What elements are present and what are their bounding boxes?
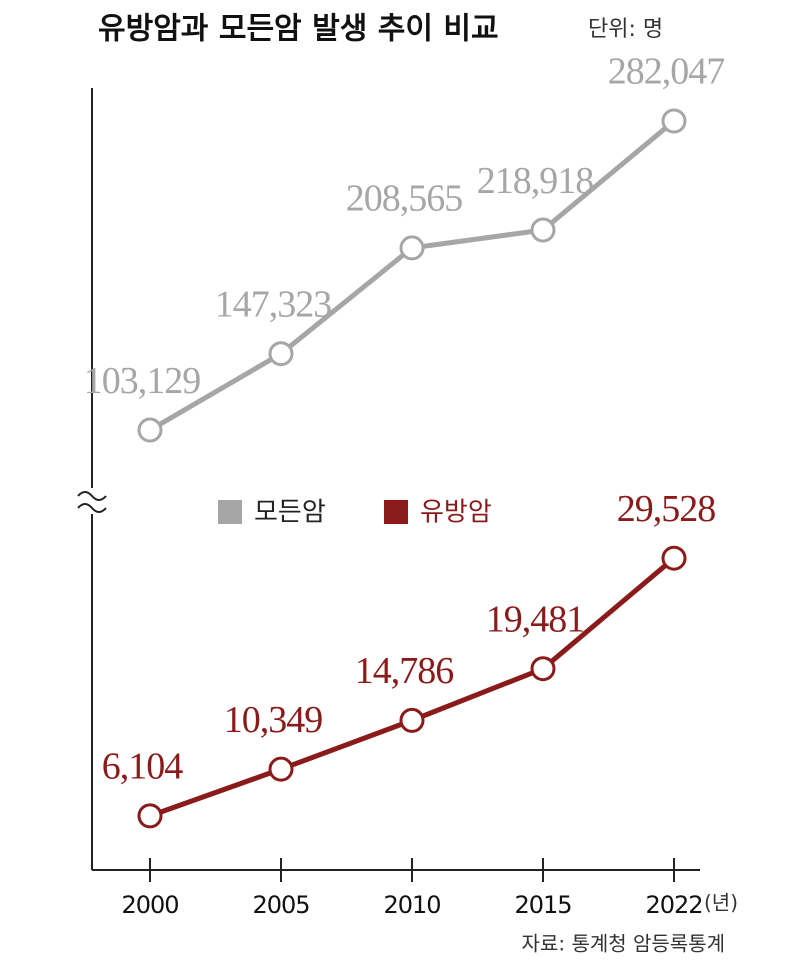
- value-label: 29,528: [617, 488, 716, 530]
- value-label: 10,349: [224, 699, 323, 741]
- source: 자료: 통계청 암등록통계: [522, 932, 725, 956]
- point: [399, 707, 425, 733]
- point: [530, 656, 556, 682]
- legend-swatch: [218, 500, 242, 524]
- x-tick-label: 2000: [121, 891, 178, 919]
- series-line: [148, 119, 676, 433]
- point: [661, 108, 687, 134]
- point: [661, 545, 687, 571]
- axis-break: [77, 491, 107, 513]
- value-label: 6,104: [102, 746, 184, 788]
- point: [268, 756, 294, 782]
- point: [137, 803, 163, 829]
- value-label: 218,918: [477, 160, 594, 202]
- x-tick-label: 2022: [645, 891, 702, 919]
- x-tick-label: 2005: [252, 891, 309, 919]
- point: [137, 417, 163, 443]
- value-label: 19,481: [486, 598, 585, 640]
- x-tick-label: 2010: [383, 891, 440, 919]
- x-tick-label: 2015: [514, 891, 571, 919]
- point: [399, 235, 425, 261]
- x-unit: (년): [704, 891, 738, 915]
- legend-label: 유방암: [420, 498, 492, 528]
- unit-note: 단위: 명: [588, 17, 663, 42]
- chart-title: 유방암과 모든암 발생 추이 비교: [98, 12, 499, 47]
- legend-label: 모든암: [254, 498, 326, 528]
- value-label: 103,129: [84, 360, 201, 402]
- point: [268, 341, 294, 367]
- value-label: 282,047: [608, 51, 725, 93]
- point: [530, 217, 556, 243]
- value-label: 208,565: [346, 178, 463, 220]
- legend-swatch: [384, 500, 408, 524]
- value-label: 14,786: [355, 650, 454, 692]
- value-label: 147,323: [215, 283, 332, 325]
